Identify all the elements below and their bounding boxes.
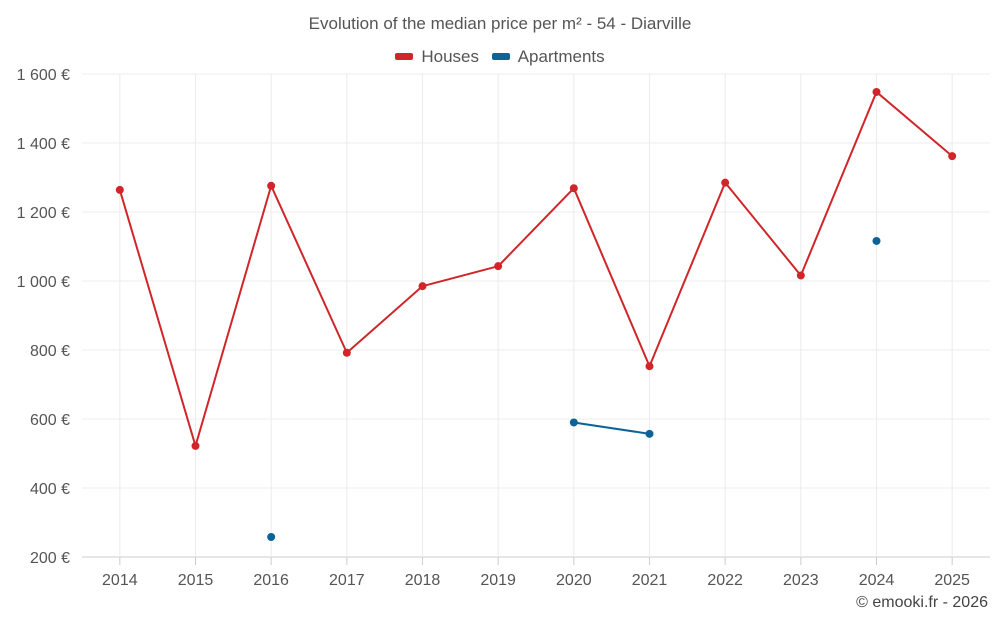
x-tick-label: 2017 xyxy=(329,572,365,589)
x-tick-label: 2015 xyxy=(178,572,214,589)
x-tick-label: 2022 xyxy=(707,572,743,589)
y-tick-label: 400 € xyxy=(30,481,70,498)
series-line-houses xyxy=(118,188,197,447)
legend-item-apartments[interactable]: Apartments xyxy=(491,46,605,67)
data-point-apartments[interactable] xyxy=(872,236,881,245)
series-line-houses xyxy=(572,187,651,368)
series-line-houses xyxy=(497,187,575,268)
data-point-houses[interactable] xyxy=(948,152,957,161)
legend-label-houses: Houses xyxy=(421,46,479,66)
y-tick-label: 1 000 € xyxy=(17,274,70,291)
chart-title: Evolution of the median price per m² - 5… xyxy=(308,14,692,33)
data-point-houses[interactable] xyxy=(418,282,427,291)
y-tick-label: 200 € xyxy=(30,550,70,567)
series-line-houses xyxy=(421,265,500,288)
data-point-houses[interactable] xyxy=(342,348,351,357)
legend-swatch-houses xyxy=(395,53,414,60)
x-tick-label: 2025 xyxy=(934,572,970,589)
legend-swatch-apartments xyxy=(491,53,510,60)
y-tick-label: 1 200 € xyxy=(17,205,70,222)
series-line-houses xyxy=(648,181,727,368)
series-line-apartments xyxy=(572,421,651,435)
y-tick-label: 600 € xyxy=(30,412,70,429)
x-tick-label: 2014 xyxy=(102,572,138,589)
y-tick-label: 800 € xyxy=(30,343,70,360)
y-tick-label: 1 600 € xyxy=(17,67,70,84)
series-line-houses xyxy=(194,184,273,447)
data-point-apartments[interactable] xyxy=(569,418,578,427)
legend: Houses Apartments xyxy=(0,45,1000,67)
series-line-houses xyxy=(270,184,348,354)
x-tick-label: 2020 xyxy=(556,572,592,589)
x-tick-label: 2016 xyxy=(253,572,289,589)
x-tick-label: 2018 xyxy=(405,572,441,589)
y-tick-label: 1 400 € xyxy=(17,136,70,153)
series-line-houses xyxy=(875,90,954,158)
series-line-houses xyxy=(345,285,424,354)
x-tick-label: 2024 xyxy=(859,572,895,589)
data-point-houses[interactable] xyxy=(645,362,654,371)
data-point-houses[interactable] xyxy=(115,185,124,194)
series-line-houses xyxy=(799,90,878,277)
legend-item-houses[interactable]: Houses xyxy=(395,47,479,67)
data-point-apartments[interactable] xyxy=(267,532,276,541)
credit-text: © emooki.fr - 2026 xyxy=(856,594,988,611)
x-tick-label: 2023 xyxy=(783,572,819,589)
data-point-apartments[interactable] xyxy=(645,429,654,438)
data-point-houses[interactable] xyxy=(721,178,730,187)
series-line-houses xyxy=(724,181,802,277)
data-point-houses[interactable] xyxy=(191,441,200,450)
legend-label-apartments: Apartments xyxy=(517,46,605,66)
data-point-houses[interactable] xyxy=(494,262,503,271)
x-tick-label: 2019 xyxy=(480,572,516,589)
x-tick-label: 2021 xyxy=(632,572,668,589)
data-point-houses[interactable] xyxy=(872,87,881,96)
data-point-houses[interactable] xyxy=(796,271,805,280)
data-point-houses[interactable] xyxy=(569,184,578,193)
data-point-houses[interactable] xyxy=(267,181,276,190)
